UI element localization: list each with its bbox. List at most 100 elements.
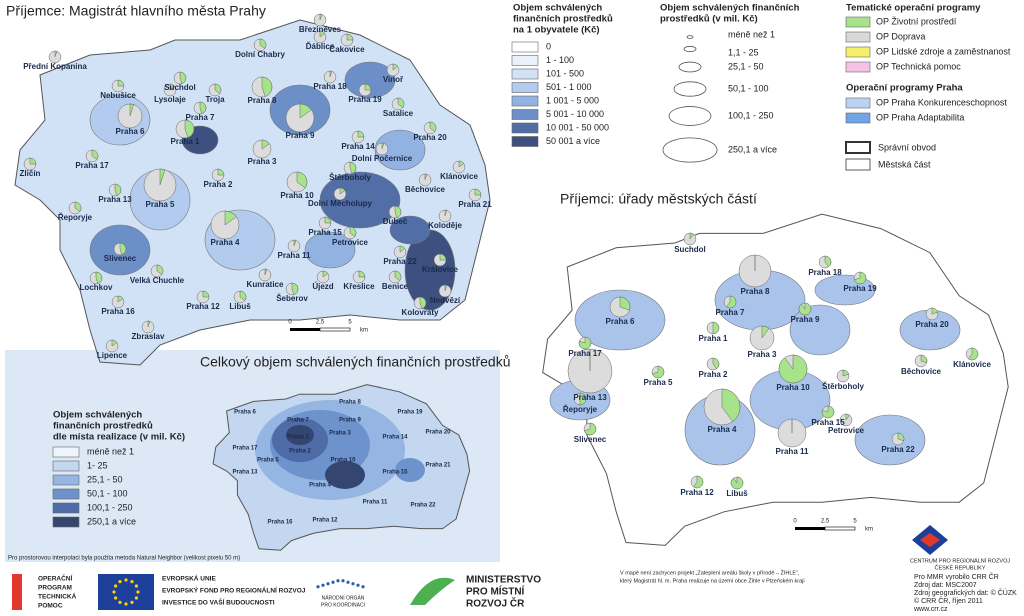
nok-dot: [341, 579, 345, 583]
district-label: Praha 16: [267, 520, 293, 526]
pie-slice: [264, 268, 268, 276]
district-label: Suchdol: [164, 83, 196, 92]
district-label: Praha 20: [425, 430, 451, 436]
pie-slice: [346, 33, 354, 41]
district-label: Praha 17: [232, 446, 258, 452]
legend-symbol: [686, 35, 694, 39]
district-label: Praha 15: [382, 470, 408, 476]
district-label: Štěrboholy: [329, 173, 371, 182]
pie-slice: [721, 388, 741, 422]
credit-line: Pro MMR vyrobilo CRR ČR: [914, 572, 999, 581]
district-label: Koloděje: [428, 221, 462, 230]
pie-slice: [319, 13, 323, 21]
legend-title: finančních prostředků: [513, 14, 613, 25]
legend-swatch: [52, 460, 80, 472]
district-label: Petrovice: [332, 238, 369, 247]
district-label: Praha 22: [383, 257, 417, 266]
mmr-text: PRO MÍSTNÍ: [466, 585, 525, 598]
district-label: Dolní Počernice: [352, 154, 413, 163]
pie-slice: [444, 209, 448, 217]
scale-bar: [824, 526, 856, 531]
district-label: Dolní Měcholupy: [308, 199, 373, 208]
district-area: [344, 61, 396, 99]
pie-slice: [54, 50, 58, 58]
pie-slice: [419, 296, 427, 310]
district-label: Nedvězí: [430, 296, 461, 305]
credit-line: Zdroj dat: MSC2007: [914, 582, 977, 589]
optp-logo: [12, 574, 22, 610]
district-label: Zbraslav: [132, 332, 165, 341]
legend-swatch: [52, 446, 80, 458]
district-label: Praha 12: [186, 302, 220, 311]
district-label: Nebušice: [100, 91, 136, 100]
legend-swatch: [511, 109, 539, 120]
pie-slice: [119, 242, 127, 256]
legend-swatch: [845, 31, 871, 43]
district-label: Praha 14: [382, 435, 408, 441]
legend-swatch: [511, 82, 539, 93]
district-label: Kunratice: [247, 280, 284, 289]
legend-label: 101 - 500: [546, 68, 584, 78]
district-label: Královice: [422, 265, 459, 274]
pie-slice: [214, 83, 222, 94]
legend-label: 25,1 - 50: [87, 474, 123, 484]
legend-label: 250,1 a více: [87, 516, 136, 526]
pie-slice: [319, 30, 326, 38]
district-label: Kolovraty: [402, 308, 439, 317]
mmr-text: MINISTERSTVO: [466, 575, 541, 586]
district-label: Praha 5: [644, 378, 673, 387]
legend-label: OP Technická pomoc: [876, 61, 961, 71]
map-note: V mapě není zachycen projekt „Zateplení …: [620, 568, 800, 576]
pie-slice: [693, 475, 704, 489]
legend-label: 0: [546, 41, 551, 51]
pie-slice: [444, 284, 448, 292]
district-label: Praha 6: [234, 410, 256, 416]
district-label: Velká Chuchle: [130, 276, 185, 285]
legend-label: 5 001 - 10 000: [546, 109, 604, 119]
district-label: Praha 22: [410, 503, 436, 509]
district-label: Praha 16: [101, 307, 135, 316]
legend-swatch: [52, 474, 80, 486]
pie-slice: [689, 232, 694, 240]
legend-swatch: [845, 141, 871, 154]
pie-slice: [726, 295, 737, 309]
legend-title: Objem schválených finančních: [660, 3, 800, 14]
nok-dot: [336, 579, 340, 583]
district-label: Praha 3: [329, 431, 351, 437]
district-label: Praha 19: [397, 410, 423, 416]
district-label: Praha 22: [881, 445, 915, 454]
scale-bar: [795, 527, 825, 530]
pie-slice: [458, 160, 465, 168]
pie-slice: [111, 339, 118, 347]
district-label: Libuš: [726, 489, 748, 498]
district-label: Újezd: [312, 282, 333, 291]
pie-slice: [184, 119, 195, 138]
scale-label: 0: [793, 519, 797, 525]
legend-title: dle místa realizace (v mil. Kč): [53, 432, 185, 443]
district-label: Březiněves: [299, 25, 342, 34]
nok-dot: [346, 580, 350, 584]
legend-swatch: [511, 41, 539, 53]
pie-slice: [399, 245, 406, 253]
legend-title: Operační programy Praha: [846, 83, 963, 94]
pie-slice: [349, 226, 357, 237]
district-label: Křeslice: [343, 282, 375, 291]
pie-slice: [853, 271, 867, 285]
eu-star: [134, 596, 138, 600]
district-label: Praha 2: [204, 180, 233, 189]
crr-text: CENTRUM PRO REGIONÁLNÍ ROZVOJ: [910, 557, 1010, 564]
legend-label: 50,1 - 100: [87, 488, 128, 498]
pie-slice: [29, 157, 37, 165]
pie-slice: [224, 210, 237, 226]
pie-slice: [349, 161, 357, 175]
pie-slice: [95, 271, 103, 285]
pie-slice: [397, 97, 405, 108]
credit-line: Zdroj geografických dat: © ČÚZK: [914, 588, 1017, 597]
optp-text: OPERAČNÍ: [38, 574, 73, 583]
eu-star: [130, 600, 134, 604]
legend-swatch: [511, 136, 539, 147]
eu-text: EVROPSKÝ FOND PRO REGIONÁLNÍ ROZVOJ: [162, 586, 306, 595]
legend-title: Objem schválených: [53, 410, 142, 421]
map3-title: Celkový objem schválených finančních pro…: [200, 354, 511, 370]
pie-slice: [842, 369, 850, 377]
